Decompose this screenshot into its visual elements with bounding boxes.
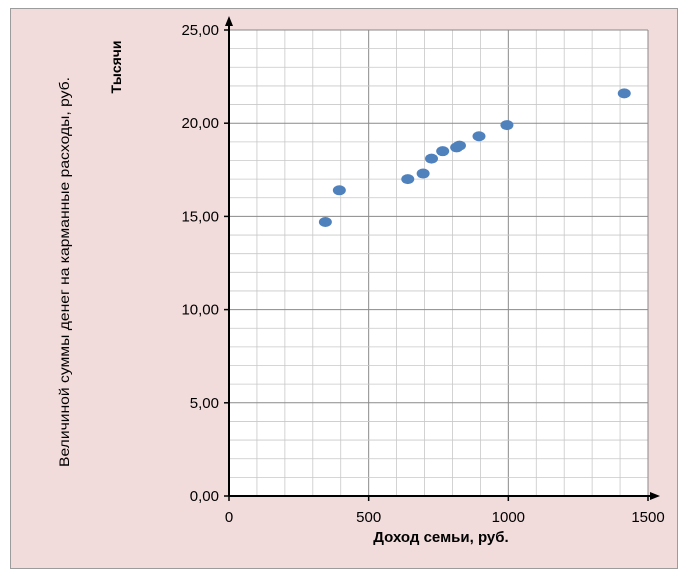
x-tick-label: 500 [356,509,381,526]
data-point [425,153,439,164]
scatter-chart: 0 500 1000 1500 0,00 5,00 10,00 15,00 20,00 25,0… [56,16,665,546]
y-tick-label: 15,00 [181,208,219,225]
x-tick-labels: 0 500 1000 1500 [225,509,665,526]
y-tick-label: 0,00 [190,488,219,505]
gridlines [229,29,649,496]
y-tick-label: 10,00 [181,302,219,319]
y-tick-label: 5,00 [190,395,219,412]
y-axis-unit-label: Тысячи [108,40,124,93]
data-points [318,88,631,227]
chart-area: 0 500 1000 1500 0,00 5,00 10,00 15,00 20,00 25,0… [10,8,678,569]
y-axis-title: Величиной суммы денег на карманные расхо… [56,77,72,467]
x-tick-label: 0 [225,509,233,526]
y-axis-arrow-icon [225,16,233,26]
x-axis-title: Доход семьи, руб. [373,529,508,546]
data-point [452,140,466,151]
y-tick-label: 20,00 [181,115,219,132]
y-tick-label: 25,00 [181,22,219,39]
x-tick-label: 1000 [492,509,525,526]
data-point [436,146,450,157]
axes [224,16,660,501]
data-point [472,131,486,142]
plot-background [229,30,648,496]
data-point [318,216,332,227]
data-point [401,174,415,185]
data-point [500,120,514,131]
data-point [617,88,631,99]
data-point [332,185,346,196]
y-tick-labels: 0,00 5,00 10,00 15,00 20,00 25,00 [181,22,219,505]
x-tick-label: 1500 [631,509,664,526]
x-axis-arrow-icon [650,492,660,500]
data-point [416,168,430,179]
